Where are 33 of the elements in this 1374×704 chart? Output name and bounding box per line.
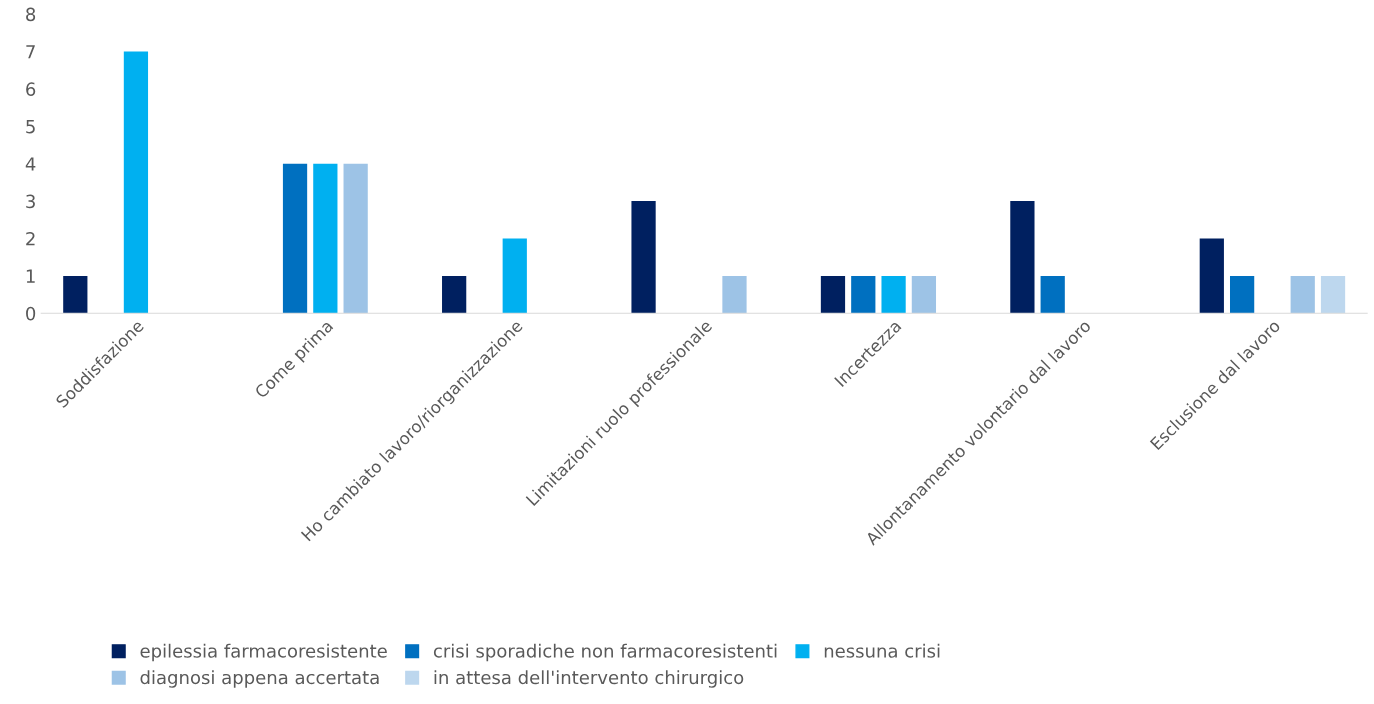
bar <box>851 275 876 314</box>
bar <box>1290 275 1315 314</box>
bar <box>63 275 88 314</box>
bar <box>911 275 937 314</box>
legend-label: nessuna crisi <box>824 643 940 658</box>
y-tick-label: 2 <box>26 231 35 246</box>
legend-label: in attesa dell'intervento chirurgico <box>434 670 744 688</box>
bar <box>1010 201 1035 314</box>
bar <box>881 275 906 314</box>
bar <box>1320 275 1346 314</box>
y-tick-label: 6 <box>26 82 36 96</box>
bar <box>282 163 308 314</box>
bar <box>631 201 656 314</box>
y-tick-label: 1 <box>26 269 35 283</box>
bar <box>722 275 747 314</box>
y-tick-label: 7 <box>26 45 35 59</box>
bar <box>313 163 338 314</box>
bar <box>820 275 846 314</box>
bar <box>1229 275 1255 314</box>
legend-label: epilessia farmacoresistente <box>140 643 387 662</box>
bar <box>1199 238 1224 314</box>
y-tick-label: 5 <box>26 119 35 134</box>
legend-label: crisi sporadiche non farmacoresistenti <box>433 643 777 662</box>
bar <box>123 51 149 314</box>
y-tick-label: 3 <box>26 194 35 209</box>
bar <box>343 163 368 314</box>
y-tick-label: 8 <box>26 7 36 22</box>
y-tick-label: 0 <box>26 306 36 321</box>
bar <box>442 275 467 314</box>
y-tick-label: 4 <box>25 157 36 171</box>
bar <box>1040 275 1065 314</box>
bar <box>502 238 527 314</box>
legend-label: diagnosi appena accertata <box>140 670 379 688</box>
